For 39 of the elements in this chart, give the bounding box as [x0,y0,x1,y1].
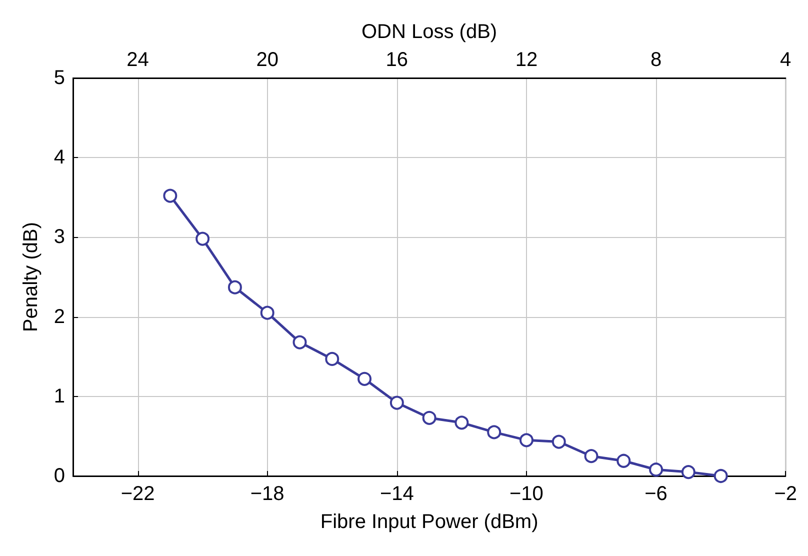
y-axis-title: Penalty (dB) [20,222,42,332]
x-tick-label: −14 [380,483,414,505]
y-tick-label: 5 [54,67,65,89]
x2-tick-label: 24 [126,49,149,71]
point [422,410,436,425]
y-tick-label: 4 [54,146,65,169]
x-axis-title: Fibre Input Power (dBm) [320,511,538,533]
point [390,396,404,410]
point [616,454,631,468]
point [519,433,534,448]
point [292,335,307,350]
point [454,416,469,430]
point [325,352,340,366]
y-tick-label: 0 [54,465,65,487]
x2-tick-label: 4 [780,49,792,71]
point [584,449,598,464]
x-tick-label: −2 [774,483,798,505]
point [552,434,566,449]
point [260,306,274,320]
x-tick-label: −22 [120,483,155,505]
x2-tick-label: 16 [386,49,408,71]
point [196,232,210,246]
y-tick-label: 2 [54,306,65,328]
y-tick-label: 3 [54,226,65,248]
x2-tick-label: 12 [515,49,538,71]
x-tick-label: −10 [510,483,544,505]
point [649,462,664,477]
point [358,372,372,386]
x2-tick-label: 8 [650,49,662,71]
x2-tick-label: 20 [256,49,278,71]
point [714,469,728,483]
point [228,280,242,294]
x-tick-label: −6 [644,483,668,505]
point [163,188,178,203]
point [681,465,696,480]
y-tick-label: 1 [54,385,65,408]
x-tick-label: −18 [250,483,284,505]
point [487,425,502,440]
x2-axis-title: ODN Loss (dB) [362,21,498,43]
